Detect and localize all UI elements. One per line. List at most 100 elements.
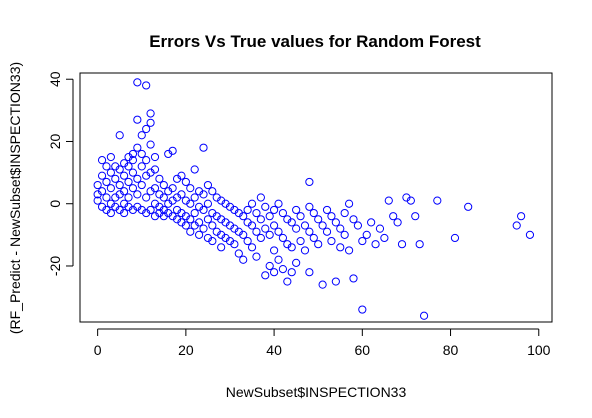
data-point — [265, 230, 274, 239]
data-point — [247, 199, 257, 208]
data-point — [128, 184, 138, 193]
data-point — [186, 227, 195, 236]
data-point — [243, 236, 252, 246]
data-point — [133, 174, 142, 183]
data-point — [309, 208, 318, 218]
data-point — [208, 221, 217, 230]
data-point — [190, 165, 199, 174]
data-point — [283, 277, 292, 286]
data-point — [133, 190, 142, 199]
data-point — [358, 236, 367, 246]
data-point — [190, 193, 199, 202]
data-point — [234, 249, 243, 258]
data-point — [181, 221, 190, 230]
data-point — [309, 233, 318, 243]
data-point — [150, 152, 160, 162]
data-point — [327, 212, 336, 221]
data-point — [190, 208, 199, 218]
data-point — [102, 193, 111, 202]
data-point — [155, 174, 164, 183]
data-point — [525, 230, 535, 239]
data-point — [517, 212, 526, 221]
data-point — [159, 180, 168, 190]
data-point — [137, 131, 146, 140]
data-point — [336, 224, 345, 233]
data-point — [419, 311, 429, 320]
data-point — [120, 208, 129, 218]
data-point — [93, 196, 102, 205]
data-point — [203, 215, 213, 224]
data-point — [203, 199, 213, 208]
data-point — [159, 193, 168, 202]
data-point — [133, 143, 142, 152]
data-point — [247, 243, 257, 252]
data-point — [124, 162, 133, 171]
data-point — [358, 305, 367, 314]
data-point — [137, 180, 146, 190]
x-tick-label: 40 — [266, 342, 282, 358]
data-point — [208, 236, 217, 246]
data-point — [349, 215, 358, 224]
data-point — [106, 168, 115, 177]
data-point — [512, 221, 521, 230]
data-point — [269, 205, 279, 215]
data-point — [106, 152, 115, 162]
data-point — [292, 224, 301, 233]
data-point — [375, 224, 385, 233]
data-point — [106, 184, 115, 193]
data-point — [371, 240, 380, 249]
data-point — [203, 180, 213, 190]
data-point — [397, 240, 407, 249]
y-axis-label: (RF_Predict - NewSubset$INSPECTION33) — [7, 62, 23, 334]
data-point — [269, 246, 279, 255]
data-point — [146, 118, 155, 127]
data-point — [340, 208, 349, 218]
data-point — [120, 187, 129, 196]
data-point — [292, 205, 301, 215]
data-point — [115, 165, 124, 174]
data-point — [97, 156, 107, 165]
data-point — [93, 180, 102, 190]
data-point — [146, 205, 155, 215]
data-point — [322, 227, 332, 236]
data-point — [261, 271, 270, 280]
data-point — [305, 268, 314, 277]
data-point — [287, 243, 296, 252]
data-point — [384, 196, 393, 205]
data-point — [102, 162, 111, 171]
data-point — [380, 233, 389, 243]
data-point — [150, 184, 160, 193]
data-point — [128, 168, 138, 177]
y-tick-label: 0 — [47, 200, 63, 208]
data-points — [93, 78, 535, 320]
data-point — [150, 165, 160, 174]
data-point — [331, 218, 340, 227]
data-point — [111, 174, 120, 183]
data-point — [177, 171, 186, 180]
data-point — [362, 230, 371, 239]
chart-title: Errors Vs True values for Random Forest — [149, 32, 481, 51]
data-point — [102, 177, 111, 187]
data-point — [331, 277, 340, 286]
data-point — [230, 240, 239, 249]
data-point — [199, 143, 208, 152]
y-tick-label: 40 — [47, 71, 63, 87]
data-point — [181, 177, 190, 187]
data-point — [305, 227, 314, 236]
data-point — [97, 171, 107, 180]
data-point — [115, 131, 124, 140]
data-point — [137, 149, 146, 159]
data-point — [195, 218, 204, 227]
data-point — [274, 227, 283, 236]
data-point — [340, 230, 349, 239]
data-point — [318, 280, 327, 289]
data-point — [247, 221, 257, 230]
data-point — [137, 162, 146, 171]
data-point — [146, 140, 155, 149]
data-point — [115, 180, 124, 190]
data-point — [133, 78, 142, 87]
data-point — [269, 268, 279, 277]
data-point — [124, 177, 133, 187]
data-point — [464, 202, 473, 211]
x-tick-label: 80 — [443, 342, 459, 358]
